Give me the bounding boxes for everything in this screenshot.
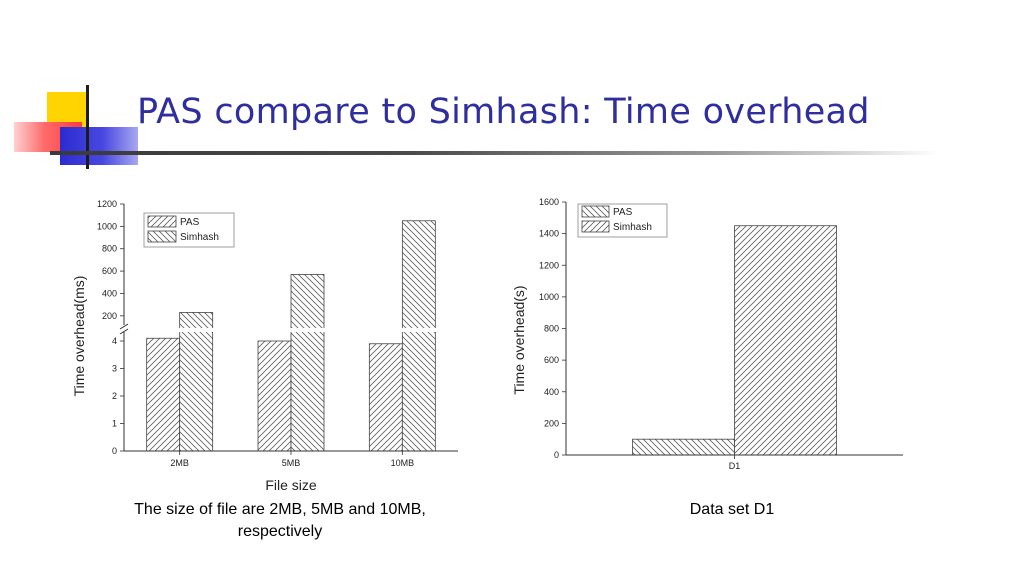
y-tick-label: 1400 xyxy=(539,229,559,239)
y-tick-label: 800 xyxy=(102,244,117,254)
legend-swatch-simhash xyxy=(581,220,610,233)
bar-simhash-5mb xyxy=(290,274,325,452)
caption-left-line1: The size of file are 2MB, 5MB and 10MB, xyxy=(134,501,426,518)
y-tick-label: 1000 xyxy=(97,221,117,231)
y-tick-label: 200 xyxy=(102,311,117,321)
x-tick-label: 10MB xyxy=(391,458,415,468)
legend-swatch-pas xyxy=(147,215,177,228)
chart-right-y-label: Time overhead(s) xyxy=(511,285,527,394)
y-tick-label: 1200 xyxy=(97,199,117,209)
y-tick-label: 3 xyxy=(112,364,117,374)
caption-right: Data set D1 xyxy=(689,501,775,518)
chart-left-x-label: File size xyxy=(265,477,317,493)
y-tick-label: 1000 xyxy=(539,292,559,302)
y-tick-label: 200 xyxy=(544,418,559,428)
chart-left: 2MB 5MB 10MB 0 1 2 3 4 200 400 600 800 1000 1200 PAS S… xyxy=(71,199,458,493)
deco-vertical-line xyxy=(86,85,89,169)
title-underline xyxy=(50,151,940,155)
legend-label-simhash: Simhash xyxy=(613,222,652,233)
y-tick-label: 400 xyxy=(102,288,117,298)
deco-blue-bar xyxy=(60,127,138,165)
y-tick-label: 0 xyxy=(112,446,117,456)
axis-break-gap xyxy=(178,328,214,332)
chart-left-y-label: Time overhead(ms) xyxy=(71,276,87,397)
caption-left-line2: respectively xyxy=(237,523,323,540)
y-tick-label: 1 xyxy=(112,419,117,429)
y-tick-label: 1200 xyxy=(539,260,559,270)
y-tick-label: 0 xyxy=(554,450,559,460)
y-tick-label: 600 xyxy=(544,355,559,365)
axis-break-gap xyxy=(401,328,437,332)
bar-pas-2mb xyxy=(146,337,181,452)
caption-left: The size of file are 2MB, 5MB and 10MB, … xyxy=(70,499,490,543)
y-tick-label: 400 xyxy=(544,387,559,397)
y-tick-label: 800 xyxy=(544,324,559,334)
axis-break-gap xyxy=(290,328,325,332)
x-tick-label: 5MB xyxy=(282,458,301,468)
bar-pas-5mb xyxy=(257,340,292,452)
y-tick-label: 600 xyxy=(102,266,117,276)
legend-label-pas: PAS xyxy=(613,207,633,218)
y-tick-label: 2 xyxy=(112,391,117,401)
bar-simhash-2mb xyxy=(179,312,214,452)
bar-pas-10mb xyxy=(368,343,403,452)
legend-label-pas: PAS xyxy=(180,217,200,228)
legend-swatch-pas xyxy=(581,205,610,218)
legend-label-simhash: Simhash xyxy=(180,232,219,243)
page-title: PAS compare to Simhash: Time overhead xyxy=(137,92,870,132)
bar-simhash-d1 xyxy=(734,225,837,456)
x-tick-label: D1 xyxy=(729,461,741,471)
bar-pas-d1 xyxy=(632,438,735,456)
chart-right: D1 0 200 400 600 800 1000 1200 1400 1600 PAS Simha… xyxy=(511,197,903,471)
y-tick-label: 4 xyxy=(112,336,117,346)
legend-swatch-simhash xyxy=(147,230,177,243)
x-tick-label: 2MB xyxy=(170,458,189,468)
bar-simhash-10mb xyxy=(401,220,436,452)
y-tick-label: 1600 xyxy=(539,197,559,207)
axis-break-mark xyxy=(119,323,129,335)
